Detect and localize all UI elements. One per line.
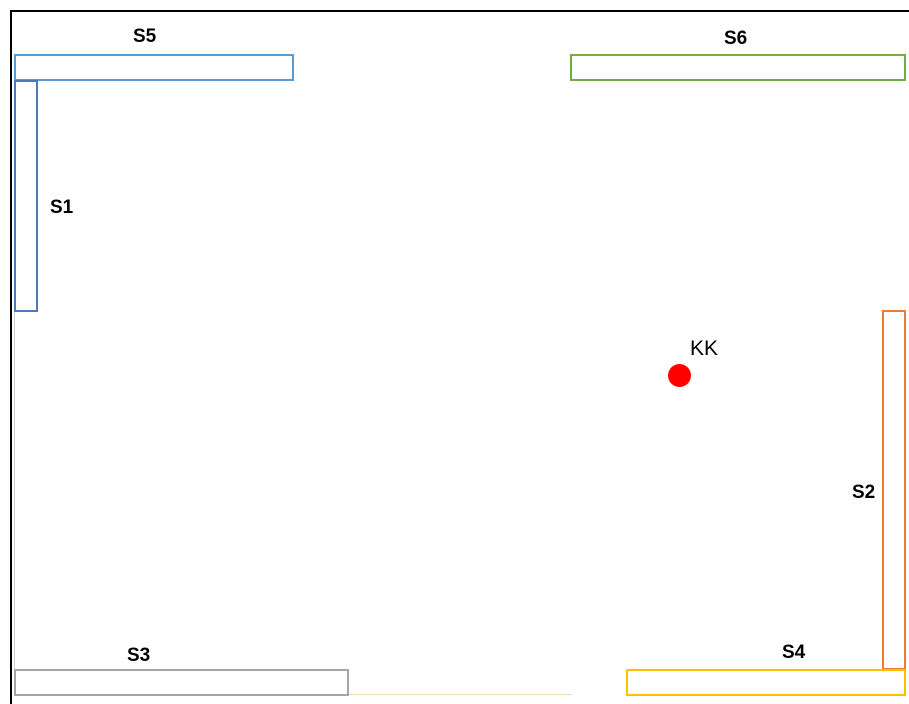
zone-s2: [882, 310, 906, 670]
left-wall-edge: [14, 80, 15, 670]
zone-s4-label: S4: [782, 642, 806, 663]
zone-s5: [14, 54, 294, 81]
kk-marker-label: KK: [690, 337, 719, 360]
kk-marker-dot: [668, 364, 691, 387]
bottom-floor-line: [128, 694, 572, 695]
zone-s6-label: S6: [724, 28, 748, 49]
room-outline: [10, 10, 909, 704]
zone-s5-label: S5: [133, 26, 157, 47]
zone-s4: [626, 669, 906, 696]
zone-s3: [14, 669, 349, 696]
zone-s1-label: S1: [50, 197, 74, 218]
zone-s2-label: S2: [852, 482, 876, 503]
zone-s6: [570, 54, 906, 81]
zone-s3-label: S3: [127, 645, 151, 666]
zone-s1: [14, 80, 38, 312]
